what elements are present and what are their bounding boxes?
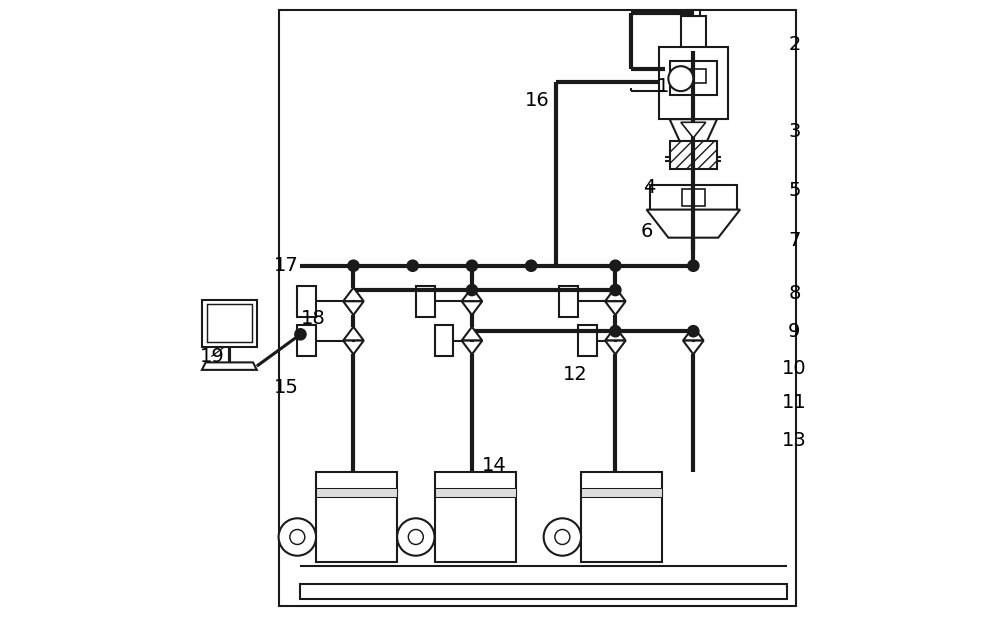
Circle shape	[610, 284, 621, 296]
Bar	[670, 61, 717, 96]
Polygon shape	[681, 122, 706, 138]
Polygon shape	[647, 209, 740, 238]
Bar	[435, 325, 453, 356]
Circle shape	[688, 260, 699, 271]
Polygon shape	[202, 362, 257, 370]
Bar	[207, 304, 252, 343]
Polygon shape	[605, 341, 626, 354]
Bar	[578, 325, 597, 356]
Circle shape	[526, 260, 537, 271]
Polygon shape	[462, 327, 482, 341]
Bar	[316, 497, 397, 562]
Polygon shape	[343, 341, 364, 354]
Circle shape	[290, 529, 305, 544]
Polygon shape	[343, 327, 364, 341]
Polygon shape	[670, 119, 717, 141]
Bar	[687, 10, 700, 16]
Bar	[687, 69, 706, 83]
Bar	[435, 488, 516, 497]
Text: 14: 14	[481, 456, 506, 475]
Bar	[435, 497, 516, 562]
Polygon shape	[683, 327, 704, 341]
Bar	[416, 286, 435, 317]
Text: 3: 3	[788, 122, 801, 141]
Polygon shape	[605, 327, 626, 341]
Circle shape	[555, 529, 570, 544]
Text: 19: 19	[200, 347, 224, 366]
Bar	[670, 141, 717, 169]
Polygon shape	[683, 341, 704, 354]
Circle shape	[544, 518, 581, 556]
Circle shape	[668, 66, 693, 91]
Circle shape	[610, 326, 621, 337]
Bar	[316, 471, 397, 562]
Text: 10: 10	[782, 359, 807, 378]
Text: 9: 9	[788, 322, 801, 341]
Bar	[316, 488, 397, 497]
Text: 13: 13	[782, 431, 807, 450]
Polygon shape	[462, 341, 482, 354]
Bar	[297, 325, 316, 356]
Bar	[202, 300, 257, 347]
Polygon shape	[605, 288, 626, 301]
Circle shape	[397, 518, 435, 556]
Circle shape	[295, 329, 306, 340]
Bar	[581, 471, 662, 562]
Text: 2: 2	[788, 35, 801, 54]
Bar	[650, 184, 737, 209]
Polygon shape	[343, 301, 364, 315]
Circle shape	[408, 529, 423, 544]
Bar	[559, 286, 578, 317]
Circle shape	[688, 326, 699, 337]
Bar	[279, 10, 796, 606]
Polygon shape	[343, 288, 364, 301]
Bar	[581, 488, 662, 497]
Bar	[681, 16, 706, 51]
Circle shape	[466, 284, 478, 296]
Circle shape	[610, 260, 621, 271]
Bar	[581, 497, 662, 562]
Bar	[682, 189, 705, 206]
Text: 1: 1	[657, 78, 670, 96]
Bar	[659, 48, 728, 119]
Text: 12: 12	[562, 366, 587, 384]
Polygon shape	[462, 288, 482, 301]
Polygon shape	[462, 301, 482, 315]
Circle shape	[407, 260, 418, 271]
Circle shape	[466, 260, 478, 271]
Circle shape	[348, 260, 359, 271]
Text: 18: 18	[301, 309, 325, 328]
Text: 11: 11	[782, 393, 807, 412]
Text: 4: 4	[643, 178, 656, 198]
Text: 5: 5	[788, 181, 801, 201]
Polygon shape	[605, 301, 626, 315]
Text: 15: 15	[274, 378, 299, 397]
Text: 7: 7	[788, 231, 801, 250]
Circle shape	[279, 518, 316, 556]
Text: 17: 17	[274, 256, 298, 275]
Bar	[435, 471, 516, 562]
Text: 16: 16	[525, 91, 550, 110]
Text: 6: 6	[640, 222, 653, 241]
Text: 8: 8	[788, 284, 801, 303]
Bar	[297, 286, 316, 317]
Bar	[300, 584, 787, 599]
